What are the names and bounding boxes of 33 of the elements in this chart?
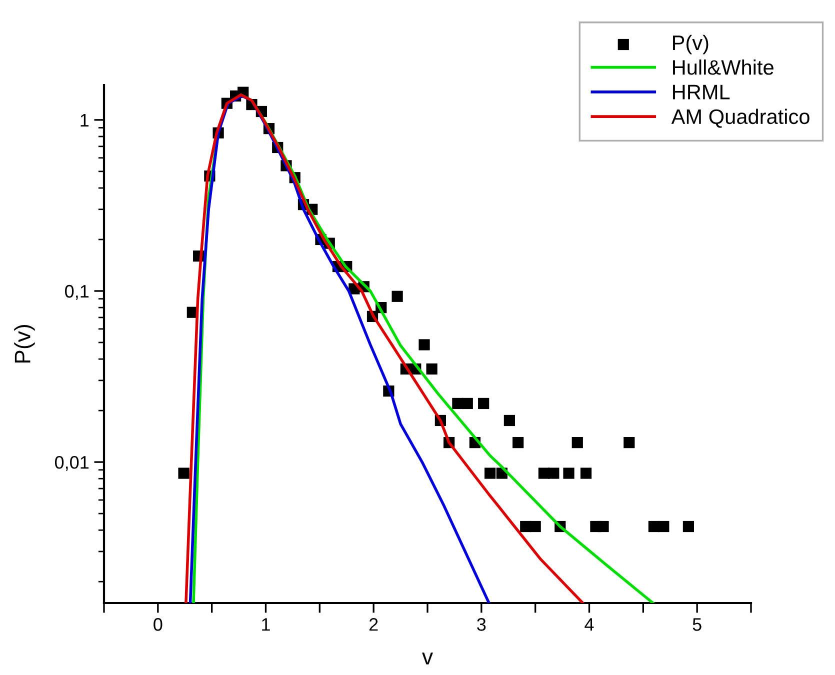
point xyxy=(598,520,609,532)
legend-label: Hull&White xyxy=(673,60,774,75)
point xyxy=(563,468,574,479)
point xyxy=(484,468,496,479)
x-tick-label: 2 xyxy=(369,618,378,631)
point xyxy=(504,414,516,426)
point xyxy=(426,363,438,375)
point xyxy=(682,520,694,532)
y-tick-label: 0,1 xyxy=(65,284,89,300)
legend-label: P(v) xyxy=(673,34,708,54)
y-tick-label: 1 xyxy=(80,114,89,126)
point xyxy=(658,520,670,532)
legend-label: AM Quadratico xyxy=(671,108,810,128)
point xyxy=(418,339,430,350)
legend-label: HRML xyxy=(673,84,730,100)
x-tick-label: 1 xyxy=(262,618,270,631)
y-axis-title: P(v) xyxy=(14,325,35,363)
point xyxy=(530,520,541,532)
point xyxy=(512,437,524,448)
x-tick-label: 5 xyxy=(692,618,702,631)
y-tick-label: 0,01 xyxy=(54,456,89,471)
point xyxy=(572,437,583,448)
x-tick-label: 4 xyxy=(584,618,594,631)
point xyxy=(580,468,592,479)
x-axis-title: v xyxy=(422,652,433,664)
point xyxy=(624,437,635,448)
x-tick-label: 0 xyxy=(154,618,162,631)
point xyxy=(478,398,490,410)
x-tick-label: 3 xyxy=(477,618,486,631)
point xyxy=(178,468,190,479)
point xyxy=(392,290,403,302)
point xyxy=(462,398,473,410)
point xyxy=(548,468,560,479)
